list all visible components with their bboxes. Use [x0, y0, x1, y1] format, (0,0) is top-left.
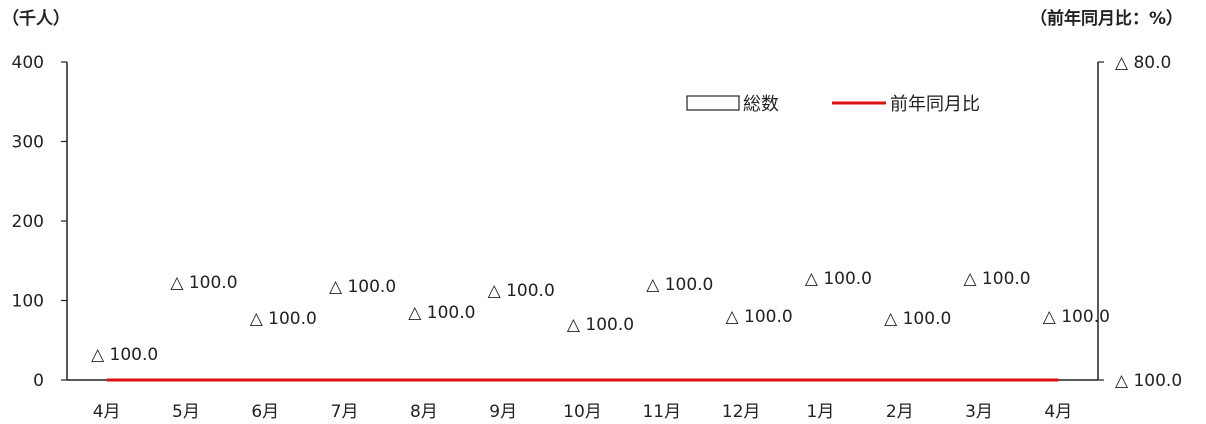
left-tick-label: 200 — [12, 212, 44, 232]
data-label: △ 100.0 — [488, 281, 555, 301]
right-tick-label: △ 80.0 — [1115, 53, 1171, 73]
data-label: △ 100.0 — [726, 307, 793, 327]
data-label: △ 100.0 — [567, 315, 634, 335]
data-label: △ 100.0 — [963, 269, 1030, 289]
legend-label-yoy: 前年同月比 — [890, 94, 980, 115]
data-label: △ 100.0 — [805, 269, 872, 289]
x-tick-label: 10月 — [563, 402, 602, 422]
x-tick-label: 5月 — [172, 402, 200, 422]
x-tick-label: 4月 — [93, 402, 121, 422]
data-label: △ 100.0 — [646, 275, 713, 295]
x-tick-label: 6月 — [251, 402, 279, 422]
x-tick-label: 12月 — [722, 402, 761, 422]
left-axis-unit: （千人） — [2, 8, 70, 29]
left-axis-ticks: 0 100 200 300 400 — [12, 53, 67, 391]
data-label: △ 100.0 — [91, 345, 158, 365]
data-labels: △ 100.0 △ 100.0 △ 100.0 △ 100.0 △ 100.0 △ 100… — [91, 269, 1110, 365]
right-axis-ticks: △ 100.0 △ 80.0 — [1098, 53, 1182, 391]
left-tick-label: 300 — [12, 133, 44, 153]
data-label: △ 100.0 — [408, 303, 475, 323]
data-label: △ 100.0 — [170, 273, 237, 293]
x-axis-tick-labels: 4月 5月 6月 7月 8月 9月 10月 11月 12月 1月 2月 3月 4月 — [93, 402, 1073, 422]
x-tick-label: 3月 — [965, 402, 993, 422]
x-tick-label: 11月 — [642, 402, 681, 422]
x-tick-label: 9月 — [489, 402, 517, 422]
left-tick-label: 0 — [33, 371, 44, 391]
legend: 総数 前年同月比 — [686, 94, 980, 115]
legend-swatch-total — [686, 95, 740, 111]
left-tick-label: 400 — [12, 53, 44, 73]
data-label: △ 100.0 — [884, 309, 951, 329]
data-label: △ 100.0 — [250, 309, 317, 329]
data-label: △ 100.0 — [1043, 307, 1110, 327]
legend-label-total: 総数 — [743, 94, 779, 115]
x-tick-label: 7月 — [331, 402, 359, 422]
right-tick-label: △ 100.0 — [1115, 371, 1182, 391]
x-tick-label: 2月 — [886, 402, 914, 422]
x-tick-label: 1月 — [807, 402, 835, 422]
left-tick-label: 100 — [12, 292, 44, 312]
x-tick-label: 8月 — [410, 402, 438, 422]
right-axis-unit: （前年同月比：%） — [1030, 8, 1183, 29]
x-tick-label: 4月 — [1044, 402, 1072, 422]
data-label: △ 100.0 — [329, 277, 396, 297]
